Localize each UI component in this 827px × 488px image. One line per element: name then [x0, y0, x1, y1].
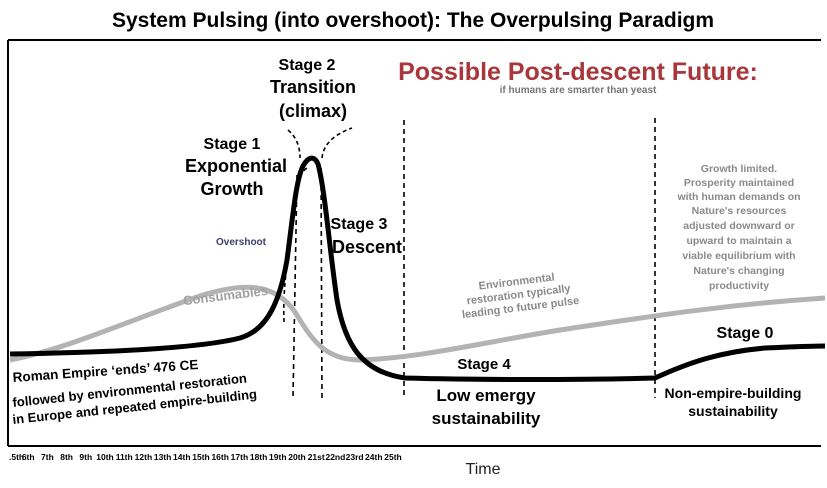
pulse-curve — [9, 155, 826, 382]
future-heading: Possible Post-descent Future: — [398, 58, 758, 86]
growth-limited-line: adjusted downward or — [683, 220, 794, 232]
stage0-line1: Non-empire-building — [665, 385, 802, 401]
environmental-note: Environmental restoration typically lead… — [461, 271, 580, 321]
stage0-line2: sustainability — [688, 403, 778, 419]
x-tick-label: 24th — [365, 452, 382, 462]
growth-limited-line: Prosperity maintained — [684, 177, 794, 189]
growth-limited-line: Nature's changing — [693, 265, 784, 277]
stage4-line2: sustainability — [432, 409, 541, 428]
x-tick-label: 7th — [41, 452, 54, 462]
x-tick-label: 19th — [269, 452, 286, 462]
climax-bracket-left — [287, 129, 301, 159]
consumables-label: Consumables — [182, 283, 268, 308]
stage4-label: Stage 4 — [457, 356, 511, 373]
stage3-line1: Descent — [332, 237, 402, 257]
x-tick-label: 15th — [192, 452, 209, 462]
growth-limited-line: viable equilibrium with — [682, 250, 795, 262]
growth-limited-line: with human demands on — [676, 191, 800, 203]
x-tick-label: 23rd — [346, 452, 364, 462]
stage2-line2: (climax) — [279, 101, 347, 121]
future-subheading: if humans are smarter than yeast — [500, 85, 657, 96]
x-tick-label: .5th — [9, 452, 24, 462]
consumables-curve — [9, 284, 826, 363]
overshoot-label: Overshoot — [216, 237, 267, 248]
growth-limited-note: Growth limited. Prosperity maintained wi… — [676, 163, 800, 292]
stage1-label: Stage 1 — [204, 136, 261, 153]
x-tick-label: 18th — [250, 452, 267, 462]
x-tick-label: 22nd — [325, 452, 345, 462]
x-tick-label: 13th — [154, 452, 171, 462]
stage1-line2: Growth — [201, 179, 264, 199]
stage2-label: Stage 2 — [279, 57, 336, 74]
x-tick-label: 8th — [60, 452, 73, 462]
x-tick-label: 6th — [22, 452, 35, 462]
x-tick-label: 12th — [135, 452, 152, 462]
x-tick-label: 16th — [211, 452, 228, 462]
diagram-title: System Pulsing (into overshoot): The Ove… — [112, 9, 714, 32]
stage0-label: Stage 0 — [717, 325, 774, 342]
growth-limited-line: Growth limited. — [701, 163, 778, 175]
x-tick-label: 14th — [173, 452, 190, 462]
stage2-line1: Transition — [270, 77, 356, 97]
x-tick-label: 20th — [288, 452, 305, 462]
x-tick-label: 25th — [384, 452, 401, 462]
divider-stage2-right — [320, 167, 323, 399]
growth-limited-line: productivity — [709, 280, 769, 292]
x-tick-label: 9th — [79, 452, 92, 462]
x-tick-label: 10th — [96, 452, 113, 462]
x-tick-label: 17th — [231, 452, 248, 462]
stage1-line1: Exponential — [185, 156, 287, 176]
stage4-line1: Low emergy — [436, 386, 536, 405]
divider-stage2-left — [292, 174, 298, 399]
x-tick-label: 11th — [116, 452, 133, 462]
growth-limited-line: Nature's resources — [692, 205, 787, 217]
x-axis-label: Time — [466, 461, 501, 478]
growth-limited-line: upward to maintain a — [686, 235, 791, 247]
x-tick-label: 21st — [308, 452, 325, 462]
climax-bracket-right — [321, 127, 353, 159]
stage3-label: Stage 3 — [331, 216, 388, 233]
